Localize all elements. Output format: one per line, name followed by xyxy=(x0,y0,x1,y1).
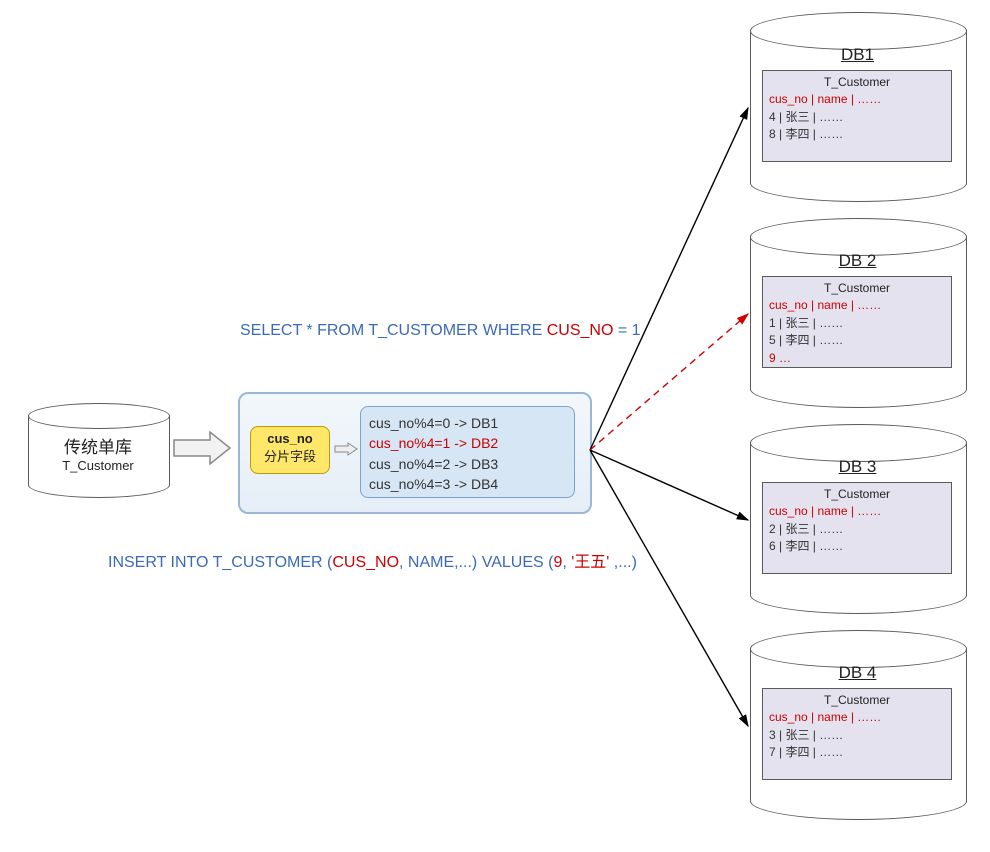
sql-select-text: SELECT * FROM T_CUSTOMER WHERE CUS_NO = … xyxy=(240,322,641,340)
table-row: 3 | 张三 | …… xyxy=(769,727,945,744)
table-header: cus_no | name | …… xyxy=(769,297,945,314)
ins-p3: , NAME,...) VALUES ( xyxy=(399,554,553,571)
ins-p1: INSERT INTO T_CUSTOMER ( xyxy=(108,554,332,571)
rule-1: cus_no%4=1 -> DB2 xyxy=(369,433,566,453)
table-row: 6 | 李四 | …… xyxy=(769,538,945,555)
db-table: T_Customercus_no | name | ……4 | 张三 | ……8… xyxy=(762,70,952,162)
ins-p7: ,...) xyxy=(609,554,637,571)
shard-key-badge: cus_no 分片字段 xyxy=(250,426,330,474)
table-header: cus_no | name | …… xyxy=(769,91,945,108)
route-arrow-2 xyxy=(590,450,748,520)
table-name: T_Customer xyxy=(769,692,945,709)
sql-select-after: = 1 xyxy=(613,322,640,339)
table-header: cus_no | name | …… xyxy=(769,503,945,520)
rule-0: cus_no%4=0 -> DB1 xyxy=(369,413,566,433)
db-table: T_Customercus_no | name | ……1 | 张三 | ……5… xyxy=(762,276,952,368)
db-cylinder-3: DB 4 T_Customercus_no | name | ……3 | 张三 |… xyxy=(750,630,965,820)
ins-p4: 9 xyxy=(553,554,562,571)
table-row: 8 | 李四 | …… xyxy=(769,126,945,143)
cyl-top xyxy=(28,403,170,429)
db-name: DB 2 xyxy=(750,251,965,271)
shard-key-label: 分片字段 xyxy=(251,446,329,465)
small-arrow-icon xyxy=(334,442,358,456)
table-name: T_Customer xyxy=(769,74,945,91)
ins-p2: CUS_NO xyxy=(332,554,399,571)
db-table: T_Customercus_no | name | ……2 | 张三 | ……6… xyxy=(762,482,952,574)
sharding-router: cus_no 分片字段 cus_no%4=0 -> DB1 cus_no%4=1… xyxy=(238,392,592,514)
table-row: 4 | 张三 | …… xyxy=(769,109,945,126)
rule-3: cus_no%4=3 -> DB4 xyxy=(369,474,566,494)
db-cylinder-0: DB1 T_Customercus_no | name | ……4 | 张三 | … xyxy=(750,12,965,202)
sql-insert-text: INSERT INTO T_CUSTOMER (CUS_NO, NAME,...… xyxy=(108,548,637,572)
db-cylinder-1: DB 2 T_Customercus_no | name | ……1 | 张三 |… xyxy=(750,218,965,408)
route-arrow-0 xyxy=(590,108,748,450)
routing-rules: cus_no%4=0 -> DB1 cus_no%4=1 -> DB2 cus_… xyxy=(360,406,575,498)
table-header: cus_no | name | …… xyxy=(769,709,945,726)
route-arrow-3 xyxy=(590,450,748,726)
source-table: T_Customer xyxy=(28,458,168,473)
ins-p5: , xyxy=(562,554,571,571)
db-name: DB1 xyxy=(750,45,965,65)
shard-key-name: cus_no xyxy=(251,431,329,446)
table-row: 2 | 张三 | …… xyxy=(769,521,945,538)
source-db-cylinder: 传统单库 T_Customer xyxy=(28,403,168,498)
source-title: 传统单库 xyxy=(28,433,168,458)
table-row: 1 | 张三 | …… xyxy=(769,315,945,332)
db-table: T_Customercus_no | name | ……3 | 张三 | ……7… xyxy=(762,688,952,780)
db-name: DB 4 xyxy=(750,663,965,683)
table-name: T_Customer xyxy=(769,486,945,503)
block-arrow-icon xyxy=(172,428,234,468)
db-cylinder-2: DB 3 T_Customercus_no | name | ……2 | 张三 |… xyxy=(750,424,965,614)
table-name: T_Customer xyxy=(769,280,945,297)
db-name: DB 3 xyxy=(750,457,965,477)
rule-2: cus_no%4=2 -> DB3 xyxy=(369,454,566,474)
sql-select-before: SELECT * FROM T_CUSTOMER WHERE xyxy=(240,322,547,339)
table-row: 5 | 李四 | …… xyxy=(769,332,945,349)
sql-select-key: CUS_NO xyxy=(547,322,614,339)
table-row: 7 | 李四 | …… xyxy=(769,744,945,761)
ins-p6: '王五' xyxy=(571,554,609,571)
